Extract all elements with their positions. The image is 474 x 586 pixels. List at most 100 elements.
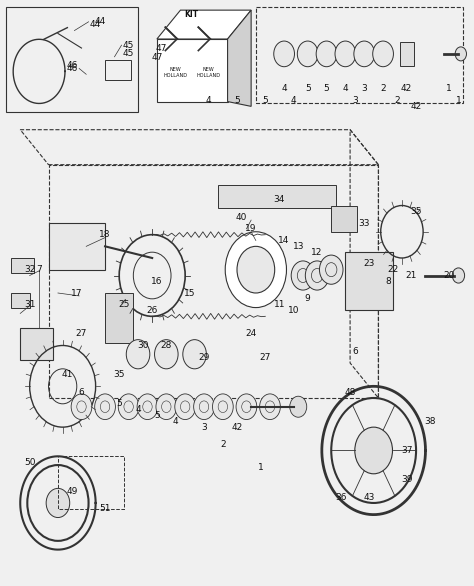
Circle shape [126,340,150,369]
Circle shape [95,394,116,420]
Text: 3: 3 [201,423,207,432]
Bar [400,42,414,66]
Text: 5: 5 [263,96,268,105]
Circle shape [355,427,392,474]
Text: 47: 47 [151,53,163,62]
Text: KIT: KIT [185,11,199,19]
Bar [346,252,392,311]
Bar [157,39,228,101]
Text: 14: 14 [278,236,290,245]
Circle shape [297,41,318,67]
Text: 23: 23 [363,260,374,268]
Text: 27: 27 [260,353,271,362]
Text: 2: 2 [380,84,386,93]
Polygon shape [228,10,251,107]
Bar [11,258,35,272]
Text: NEW
HOLLAND: NEW HOLLAND [197,67,221,78]
Text: 35: 35 [410,207,422,216]
Text: 3: 3 [352,96,358,105]
Circle shape [335,41,356,67]
Text: 1: 1 [446,84,452,93]
Text: 42: 42 [401,84,412,93]
Text: 15: 15 [184,288,196,298]
Text: 43: 43 [363,493,374,502]
Bar [331,206,357,231]
Text: 2: 2 [394,96,400,105]
Text: 8: 8 [385,277,391,286]
Text: 9: 9 [305,294,310,304]
Text: 6: 6 [352,347,358,356]
Text: 13: 13 [292,242,304,251]
Text: 25: 25 [118,300,129,309]
Circle shape [291,261,315,290]
Text: 39: 39 [401,475,412,484]
Text: 10: 10 [288,306,299,315]
Text: 30: 30 [137,341,148,350]
Circle shape [319,255,343,284]
Text: 19: 19 [246,224,257,233]
Text: 34: 34 [273,195,285,204]
Text: 32: 32 [24,265,36,274]
Circle shape [118,394,139,420]
Text: 29: 29 [198,353,210,362]
Text: 42: 42 [410,102,422,111]
Text: 26: 26 [146,306,158,315]
Circle shape [236,394,257,420]
Text: 49: 49 [66,487,78,496]
Text: 40: 40 [236,213,247,222]
Circle shape [274,41,294,67]
Text: 46: 46 [66,61,78,70]
Circle shape [183,340,206,369]
Circle shape [71,394,92,420]
Bar [105,293,133,343]
Text: 20: 20 [443,271,455,280]
Text: 18: 18 [100,230,111,239]
Circle shape [316,41,337,67]
Text: 4: 4 [281,84,287,93]
Text: 45: 45 [123,40,134,50]
Text: 50: 50 [24,458,36,466]
Text: 37: 37 [401,446,412,455]
Text: 48: 48 [345,388,356,397]
Text: 36: 36 [335,493,346,502]
Bar [256,7,463,104]
Bar [48,223,105,270]
Text: 45: 45 [123,49,134,59]
Text: 5: 5 [234,96,240,105]
Text: 1: 1 [456,96,461,105]
Text: 4: 4 [135,405,141,414]
Circle shape [260,394,280,420]
Polygon shape [157,10,251,39]
Circle shape [137,394,158,420]
Circle shape [305,261,329,290]
Text: 24: 24 [246,329,257,338]
Text: 11: 11 [273,300,285,309]
Text: 12: 12 [311,248,323,257]
Circle shape [194,394,214,420]
Circle shape [290,396,307,417]
Circle shape [175,394,196,420]
Text: 16: 16 [151,277,163,286]
Circle shape [212,394,233,420]
Circle shape [225,231,286,308]
Text: 21: 21 [406,271,417,280]
Text: 33: 33 [358,219,370,227]
Text: 44: 44 [90,21,101,29]
Text: 27: 27 [76,329,87,338]
Bar [58,456,124,509]
Circle shape [237,246,275,293]
Text: 28: 28 [161,341,172,350]
Text: 6: 6 [79,388,84,397]
Circle shape [373,41,393,67]
Text: 44: 44 [95,18,106,26]
Text: 41: 41 [62,370,73,379]
Text: 38: 38 [424,417,436,426]
Circle shape [354,41,374,67]
Text: 2: 2 [220,440,226,449]
Text: 35: 35 [113,370,125,379]
Text: 5: 5 [305,84,310,93]
Text: 5: 5 [324,84,329,93]
Text: 4: 4 [173,417,179,426]
Text: 3: 3 [361,84,367,93]
Circle shape [46,488,70,517]
